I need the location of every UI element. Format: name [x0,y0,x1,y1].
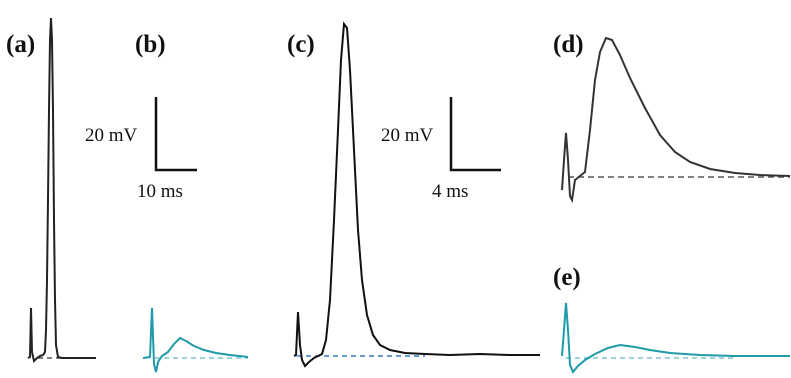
scale-bar-left-voltage: 20 mV [85,125,138,146]
panel-e-trace [561,302,790,374]
panel-label-a: (a) [6,31,35,58]
panel-label-e: (e) [553,264,581,291]
panel-c-trace [293,21,540,368]
scale-bar-right-time: 4 ms [432,181,468,202]
panel-e-plot [561,302,790,374]
panel-d-plot [561,36,791,204]
scale-bar-right-voltage: 20 mV [381,125,434,146]
panel-label-b: (b) [135,31,166,58]
panel-label-c: (c) [287,31,315,58]
scale-bar-left-time: 10 ms [137,181,183,202]
scale-bar-right: 20 mV 4 ms [381,97,501,202]
scale-bar-right-lines [449,97,501,172]
panel-b-trace [142,307,249,373]
scale-bar-left-lines [154,97,197,172]
panel-c-plot [293,21,540,368]
panel-b-plot [142,307,249,373]
panel-a-trace [27,17,96,363]
panel-a-plot [27,17,96,363]
panel-d-trace [561,36,791,204]
panel-label-d: (d) [553,31,584,58]
scale-bar-left: 20 mV 10 ms [85,97,197,202]
